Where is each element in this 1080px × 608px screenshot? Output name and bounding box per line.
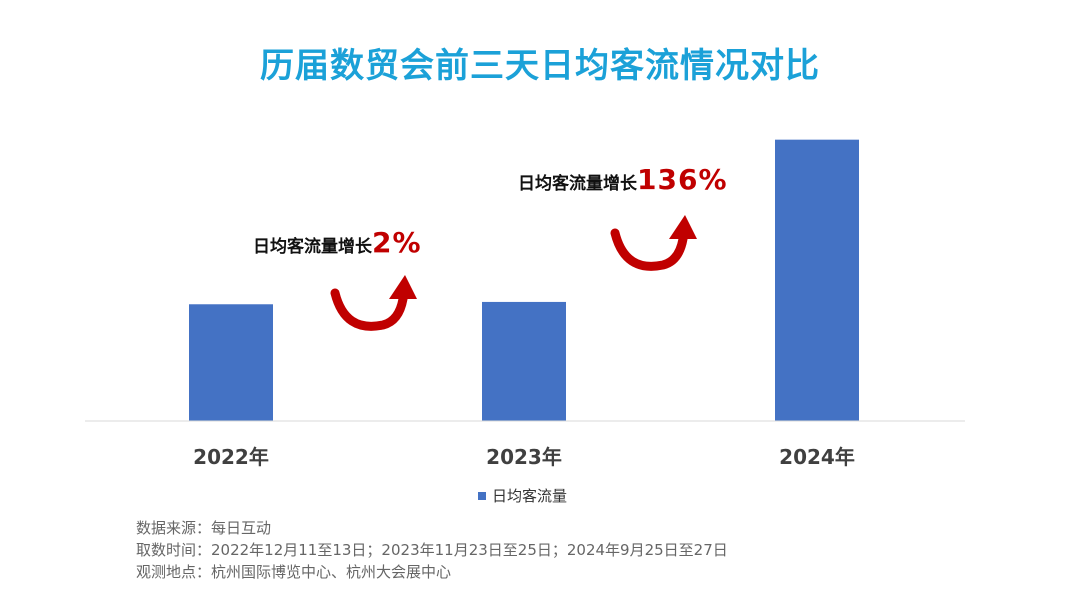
footnote-location: 观测地点：杭州国际博览中心、杭州大会展中心 xyxy=(136,563,452,581)
x-tick-label: 2022年 xyxy=(193,445,269,469)
growth-annotation-2023-2024: 日均客流量增长136% xyxy=(518,163,728,196)
curved-arrow-icon xyxy=(610,215,697,271)
legend-label: 日均客流量 xyxy=(492,487,568,505)
bar-2022年 xyxy=(189,304,273,421)
chart-title: 历届数贸会前三天日均客流情况对比 xyxy=(260,46,820,86)
bar-2023年 xyxy=(482,301,566,421)
growth-annotation-2022-2023: 日均客流量增长2% xyxy=(253,226,422,259)
growth-value: 2% xyxy=(372,226,422,259)
chart-legend: 日均客流量 xyxy=(478,485,567,506)
growth-label: 日均客流量增长 xyxy=(518,174,637,194)
footnote: 数据来源：每日互动 取数时间：2022年12月11至13日；2023年11月23… xyxy=(136,517,728,583)
x-tick-labels: 2022年 2023年 2024年 xyxy=(193,445,855,469)
bars-group xyxy=(189,139,859,422)
x-tick-label: 2024年 xyxy=(779,445,855,469)
x-tick-label: 2023年 xyxy=(486,445,562,469)
curved-arrow-icon xyxy=(330,275,417,331)
legend-swatch xyxy=(478,491,486,500)
footnote-period: 取数时间：2022年12月11至13日；2023年11月23日至25日；2024… xyxy=(136,541,728,559)
footnote-source: 数据来源：每日互动 xyxy=(136,519,272,537)
growth-value: 136% xyxy=(637,163,728,196)
growth-label: 日均客流量增长 xyxy=(253,237,372,257)
bar-2024年 xyxy=(775,139,859,422)
